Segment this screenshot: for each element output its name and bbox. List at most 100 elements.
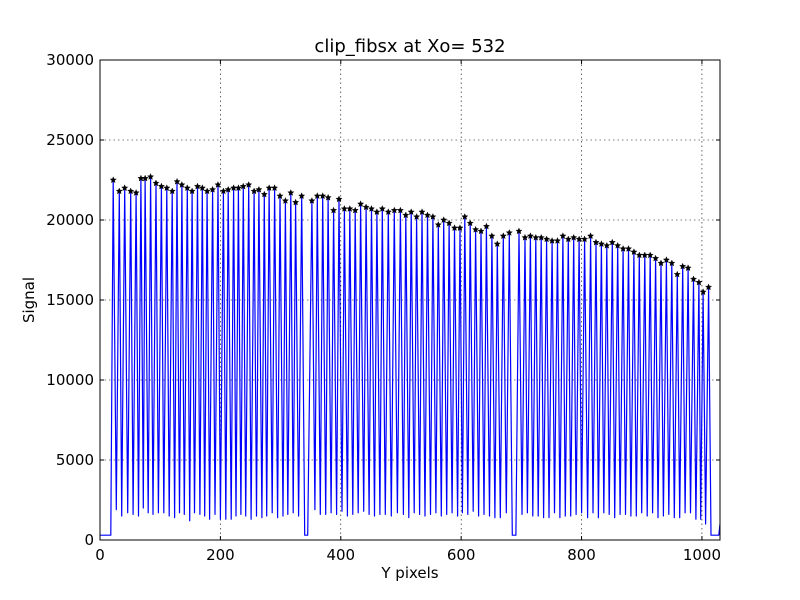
peak-marker	[367, 205, 376, 212]
x-tick-label: 400	[326, 546, 355, 564]
peak-marker	[472, 225, 480, 233]
axis-ticks: 0 200 400 600 800 100005000100001500020000250…	[46, 51, 721, 564]
y-tick-label: 0	[84, 531, 94, 549]
peak-marker	[477, 227, 485, 235]
peak-marker	[440, 216, 448, 224]
peak-marker	[673, 270, 681, 278]
peak-marker	[564, 235, 572, 243]
peak-marker	[396, 206, 404, 214]
peak-marker	[684, 264, 692, 272]
x-tick-label: 600	[447, 546, 476, 564]
peak-marker	[271, 184, 279, 192]
peak-marker	[378, 205, 386, 212]
peak-marker	[624, 245, 633, 252]
peak-marker	[526, 232, 534, 240]
peak-marker	[434, 221, 442, 228]
peak-marker	[592, 238, 600, 246]
peak-marker	[679, 262, 687, 270]
peak-marker	[239, 182, 247, 190]
peak-marker	[373, 208, 381, 216]
y-tick-label: 20000	[46, 211, 94, 229]
peak-marker	[250, 187, 258, 195]
peak-marker	[695, 278, 703, 286]
peak-marker	[209, 185, 217, 193]
peak-marker	[407, 208, 415, 216]
peak-marker	[219, 187, 227, 195]
x-tick-label: 0	[95, 546, 105, 564]
peak-marker	[499, 232, 507, 240]
y-tick-label: 15000	[46, 291, 94, 309]
peak-marker	[203, 187, 211, 195]
peak-marker	[168, 187, 176, 195]
peak-marker	[630, 248, 638, 256]
peak-marker	[521, 233, 529, 241]
peak-marker	[188, 187, 196, 195]
peak-marker	[362, 203, 370, 211]
peak-marker	[614, 241, 622, 249]
peak-marker	[668, 259, 676, 267]
peak-marker	[193, 182, 202, 190]
peak-marker	[652, 254, 660, 262]
peak-marker	[335, 195, 343, 203]
peak-marker	[493, 240, 501, 248]
peak-marker	[163, 184, 171, 192]
peak-marker	[276, 192, 284, 200]
peak-marker	[234, 184, 242, 192]
peak-marker	[413, 213, 421, 220]
chart-title: clip_fibsx at Xo= 532	[314, 36, 505, 57]
peak-marker	[245, 181, 253, 188]
peak-marker	[646, 251, 654, 259]
peak-marker	[121, 184, 129, 192]
peak-marker	[705, 283, 713, 291]
peak-marker	[505, 229, 513, 236]
peak-marker	[214, 181, 222, 188]
peak-marker	[543, 235, 551, 243]
peak-marker	[127, 187, 135, 195]
peak-marker	[466, 219, 474, 227]
peak-marker	[461, 213, 469, 220]
peak-marker	[699, 288, 707, 296]
peak-marker	[603, 241, 611, 249]
peak-marker	[260, 190, 268, 198]
peak-marker	[324, 193, 332, 201]
peak-marker	[418, 208, 426, 216]
peak-marker	[357, 200, 365, 208]
peak-marker	[597, 240, 605, 248]
peak-marker	[308, 197, 316, 204]
peak-marker	[384, 208, 392, 216]
peak-marker	[456, 224, 464, 232]
peak-marker	[298, 192, 306, 200]
peak-marker	[157, 182, 165, 190]
y-tick-label: 10000	[46, 371, 94, 389]
peak-marker	[178, 181, 186, 188]
y-tick-label: 5000	[56, 451, 94, 469]
peak-marker	[570, 233, 578, 241]
peak-marker	[132, 189, 140, 196]
peak-marker	[183, 184, 191, 192]
peak-markers	[109, 173, 713, 296]
peak-marker	[292, 198, 300, 206]
peak-marker	[319, 192, 327, 200]
y-tick-label: 25000	[46, 131, 94, 149]
peak-marker	[488, 232, 496, 240]
peak-marker	[423, 211, 431, 219]
peak-marker	[287, 189, 295, 196]
peak-marker	[115, 187, 123, 195]
peak-marker	[429, 213, 437, 220]
x-tick-label: 1000	[683, 546, 721, 564]
peak-marker	[662, 256, 670, 264]
y-tick-label: 30000	[46, 51, 94, 69]
peak-marker	[330, 206, 338, 214]
peak-marker	[281, 197, 289, 204]
y-axis-label: Signal	[20, 277, 38, 323]
x-tick-label: 800	[567, 546, 596, 564]
peak-marker	[109, 176, 117, 184]
peak-marker	[141, 174, 149, 182]
peak-marker	[657, 259, 665, 267]
peak-marker	[482, 222, 490, 230]
peak-marker	[390, 206, 398, 214]
x-axis-label: Y pixels	[380, 564, 438, 582]
peak-marker	[445, 219, 453, 227]
peak-marker	[689, 275, 698, 283]
